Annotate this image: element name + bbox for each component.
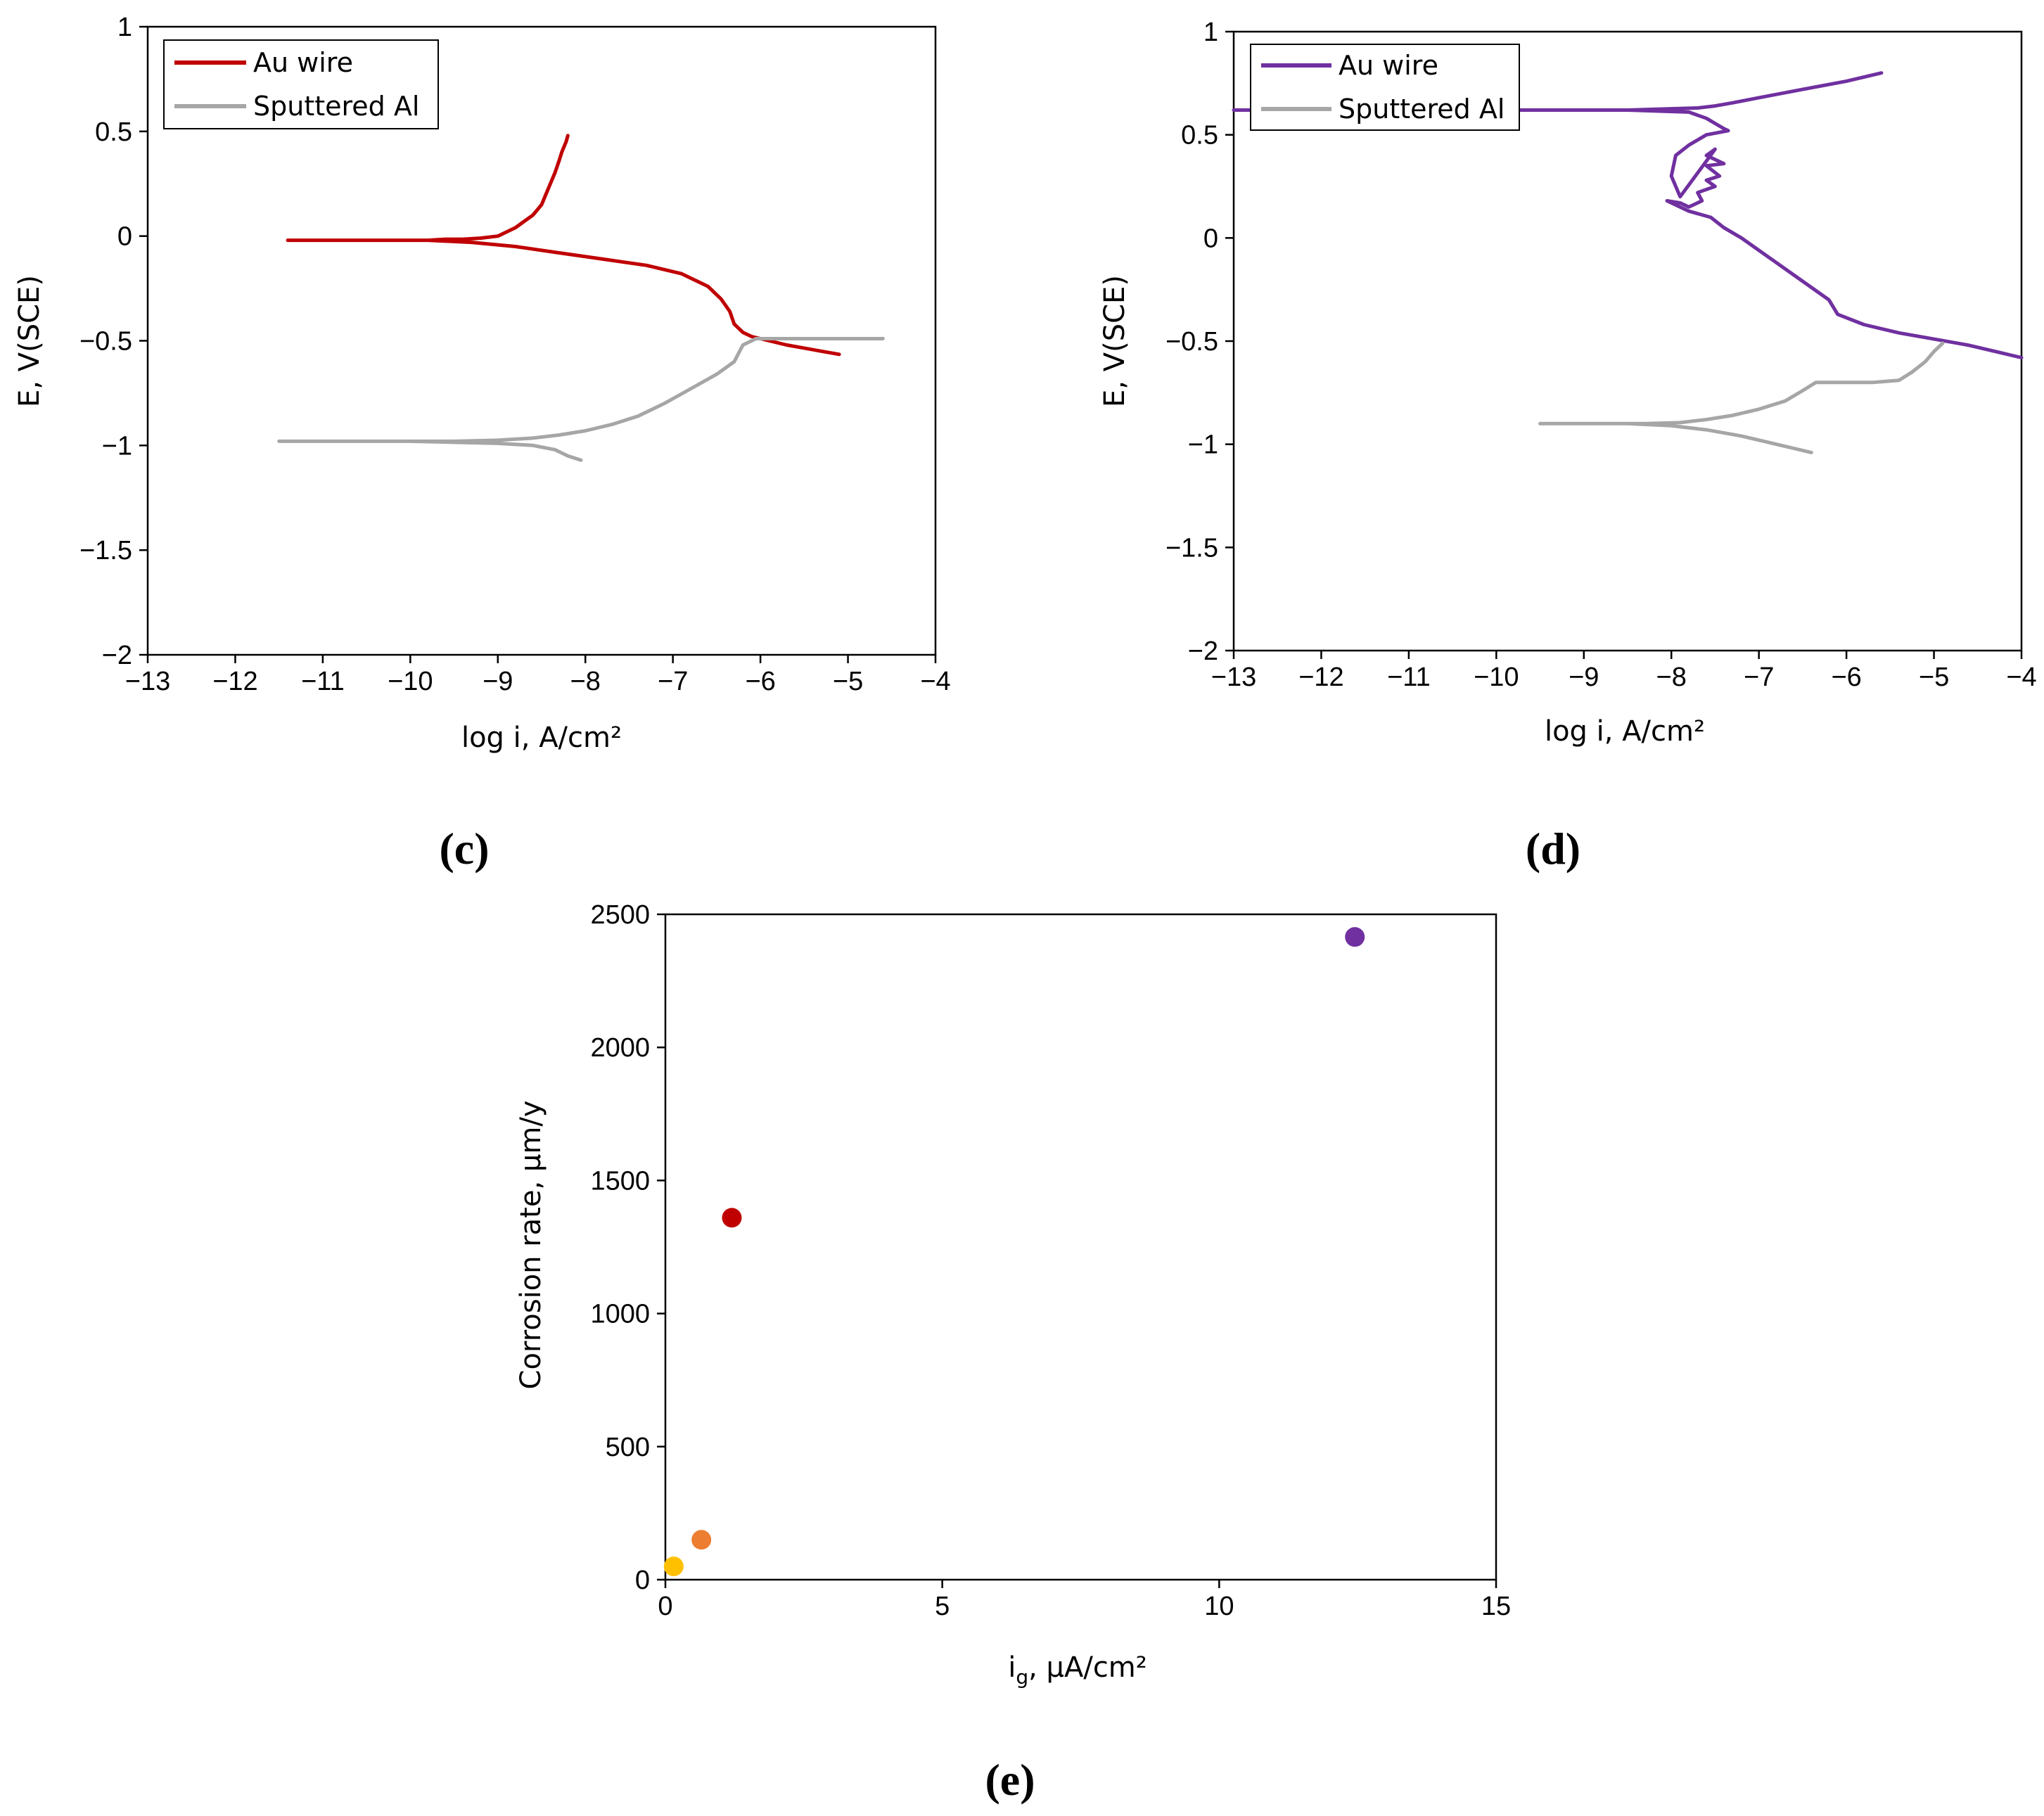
- legend-box-c: [163, 39, 439, 129]
- points-group-e: [663, 927, 1365, 1577]
- x-tick-label: −7: [658, 667, 688, 696]
- y-axis-d: 1 0.5 0 −0.5 −1 −1.5 −2: [1165, 18, 1234, 666]
- series-line-sputtered-al: [277, 337, 885, 462]
- plot-frame-d: [1232, 30, 2023, 652]
- y-tick-label: 0.5: [95, 117, 132, 147]
- legend-d: Au wire Sputtered Al: [1250, 44, 1520, 131]
- y-tick-label: 1000: [590, 1300, 650, 1329]
- y-tick-label: 0: [1203, 224, 1218, 253]
- chart-panel-d: −13 −12 −11 −10 −9 −8 −7 −6 −5 −4 1 0.5 0 −0.5 −1 −1.5…: [1099, 18, 2037, 874]
- x-axis-title-e-unit: , μA/cm²: [1028, 1651, 1147, 1684]
- x-axis-title-e: ig, μA/cm²: [1008, 1651, 1147, 1689]
- x-tick-label: 0: [658, 1592, 672, 1621]
- x-axis-title-e-sub: g: [1016, 1665, 1028, 1689]
- y-axis-title-e: Corrosion rate, μm/y: [515, 1101, 547, 1390]
- y-tick-label: 0: [635, 1566, 650, 1595]
- y-tick-label: 1: [117, 13, 132, 42]
- x-tick-label: 15: [1481, 1592, 1511, 1621]
- y-tick-label: −2: [102, 641, 132, 670]
- y-tick-label: 1: [1203, 18, 1218, 47]
- data-point: [663, 1556, 684, 1577]
- x-tick-label: −8: [1656, 663, 1687, 692]
- legend-label-sputtered-al-d: Sputtered Al: [1339, 94, 1505, 124]
- x-tick-label: −4: [2006, 663, 2036, 692]
- x-tick-label: −10: [1474, 663, 1519, 692]
- y-tick-label: 2500: [590, 900, 650, 930]
- series-group-c: [277, 134, 885, 462]
- data-point: [1345, 927, 1365, 947]
- y-tick-label: −1: [102, 431, 132, 461]
- x-tick-label: 10: [1204, 1592, 1234, 1621]
- y-axis-e: 2500 2000 1500 1000 500 0: [590, 900, 665, 1595]
- x-tick-label: −5: [1919, 663, 1949, 692]
- x-tick-label: −7: [1744, 663, 1774, 692]
- y-axis-c: 1 0.5 0 −0.5 −1 −1.5 −2: [79, 13, 148, 670]
- x-tick-label: −12: [212, 667, 257, 696]
- legend-c: Au wire Sputtered Al: [163, 39, 439, 129]
- y-tick-label: 0.5: [1181, 121, 1218, 151]
- chart-panel-c: −13 −12 −11 −10 −9 −8 −7 −6 −5 −4 1 0.5 0 −0.5 −1 −1.5…: [13, 13, 951, 874]
- x-axis-d: −13 −12 −11 −10 −9 −8 −7 −6 −5 −4: [1211, 651, 2037, 692]
- y-axis-title-d: E, V(SCE): [1099, 275, 1131, 407]
- x-tick-label: −10: [388, 667, 433, 696]
- x-tick-label: −13: [1211, 663, 1256, 692]
- panel-label-c: (c): [439, 824, 489, 874]
- y-tick-label: −0.5: [1165, 327, 1218, 357]
- x-tick-label: −4: [920, 667, 950, 696]
- y-tick-label: 2000: [590, 1033, 650, 1063]
- chart-panel-e: 0 5 10 15 2500 2000 1500 1000 500 0 ig, μA/cm² C…: [515, 900, 1511, 1805]
- data-point: [691, 1530, 712, 1550]
- x-axis-c: −13 −12 −11 −10 −9 −8 −7 −6 −5 −4: [125, 655, 951, 696]
- y-tick-label: 0: [117, 222, 132, 252]
- y-tick-label: −1: [1188, 430, 1218, 460]
- x-axis-title-c: log i, A/cm²: [461, 722, 622, 754]
- x-tick-label: −9: [1569, 663, 1599, 692]
- y-tick-label: −1.5: [79, 536, 132, 565]
- x-axis-title-d: log i, A/cm²: [1545, 715, 1705, 748]
- panel-label-e: (e): [985, 1755, 1035, 1805]
- legend-label-sputtered-al-c: Sputtered Al: [253, 91, 419, 122]
- x-axis-e: 0 5 10 15: [658, 1580, 1511, 1621]
- plot-frame-e: [664, 913, 1497, 1581]
- data-point: [722, 1208, 742, 1228]
- x-tick-label: 5: [935, 1592, 950, 1621]
- x-tick-label: −11: [1387, 663, 1431, 692]
- y-tick-label: 500: [606, 1433, 650, 1462]
- y-tick-label: −2: [1188, 637, 1218, 666]
- legend-box-d: [1250, 44, 1520, 131]
- plot-frame-c: [146, 25, 937, 656]
- x-axis-title-e-main: i: [1008, 1651, 1016, 1684]
- x-tick-label: −6: [745, 667, 775, 696]
- y-tick-label: −1.5: [1165, 533, 1218, 563]
- y-tick-label: 1500: [590, 1166, 650, 1196]
- x-tick-label: −5: [833, 667, 863, 696]
- panel-label-d: (d): [1526, 824, 1580, 874]
- y-axis-title-c: E, V(SCE): [13, 275, 46, 407]
- x-tick-label: −13: [125, 667, 170, 696]
- series-line-au-wire: [286, 134, 841, 357]
- x-tick-label: −9: [483, 667, 513, 696]
- y-tick-label: −0.5: [79, 327, 132, 357]
- x-tick-label: −6: [1831, 663, 1861, 692]
- legend-label-au-wire-c: Au wire: [253, 47, 353, 78]
- legend-label-au-wire-d: Au wire: [1339, 50, 1438, 81]
- x-tick-label: −8: [570, 667, 601, 696]
- x-tick-label: −12: [1298, 663, 1343, 692]
- x-tick-label: −11: [301, 667, 345, 696]
- series-line-sputtered-al: [1538, 341, 1945, 454]
